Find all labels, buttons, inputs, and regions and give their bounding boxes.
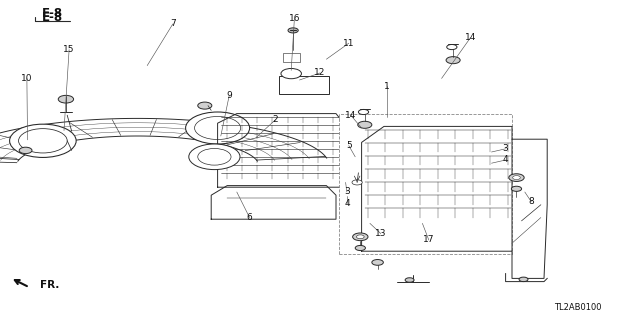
Text: TL2AB0100: TL2AB0100 bbox=[554, 303, 602, 312]
Circle shape bbox=[372, 260, 383, 265]
Bar bbox=[339, 114, 512, 254]
Circle shape bbox=[405, 278, 414, 282]
Text: 3: 3 bbox=[503, 144, 508, 153]
Text: 11: 11 bbox=[343, 39, 355, 48]
Text: 8: 8 bbox=[529, 197, 534, 206]
Circle shape bbox=[511, 186, 522, 191]
Circle shape bbox=[198, 148, 231, 165]
Circle shape bbox=[19, 147, 32, 154]
Text: 6: 6 bbox=[247, 213, 252, 222]
Text: 7: 7 bbox=[170, 20, 175, 28]
Circle shape bbox=[358, 109, 369, 115]
Bar bbox=[279, 76, 329, 94]
Text: 16: 16 bbox=[289, 14, 300, 23]
Circle shape bbox=[58, 95, 74, 103]
Circle shape bbox=[198, 102, 212, 109]
Circle shape bbox=[19, 129, 67, 153]
Circle shape bbox=[356, 235, 364, 239]
Bar bbox=[283, 53, 300, 62]
Text: 10: 10 bbox=[21, 74, 33, 83]
Circle shape bbox=[355, 245, 365, 251]
Circle shape bbox=[519, 277, 528, 282]
Text: 14: 14 bbox=[465, 33, 476, 42]
Circle shape bbox=[195, 116, 241, 140]
Circle shape bbox=[352, 180, 362, 185]
Circle shape bbox=[509, 174, 524, 181]
Text: 12: 12 bbox=[314, 68, 326, 77]
Text: FR.: FR. bbox=[40, 280, 60, 290]
Text: 4: 4 bbox=[344, 199, 349, 208]
Circle shape bbox=[446, 57, 460, 64]
Circle shape bbox=[447, 44, 457, 50]
Text: 3: 3 bbox=[344, 188, 349, 196]
Text: 14: 14 bbox=[345, 111, 356, 120]
Text: E-8: E-8 bbox=[42, 7, 63, 20]
Text: 17: 17 bbox=[423, 236, 435, 244]
Text: 13: 13 bbox=[375, 229, 387, 238]
Circle shape bbox=[189, 144, 240, 170]
Circle shape bbox=[353, 233, 368, 241]
Circle shape bbox=[513, 176, 520, 180]
Circle shape bbox=[10, 124, 76, 157]
Text: E-8: E-8 bbox=[42, 11, 63, 24]
Text: 9: 9 bbox=[227, 92, 232, 100]
Circle shape bbox=[186, 112, 250, 144]
Text: 1: 1 bbox=[385, 82, 390, 91]
Text: 4: 4 bbox=[503, 156, 508, 164]
Text: 15: 15 bbox=[63, 45, 75, 54]
Text: 5: 5 bbox=[346, 141, 351, 150]
Circle shape bbox=[281, 68, 301, 79]
Circle shape bbox=[288, 28, 298, 33]
Text: 2: 2 bbox=[273, 116, 278, 124]
Circle shape bbox=[358, 121, 372, 128]
